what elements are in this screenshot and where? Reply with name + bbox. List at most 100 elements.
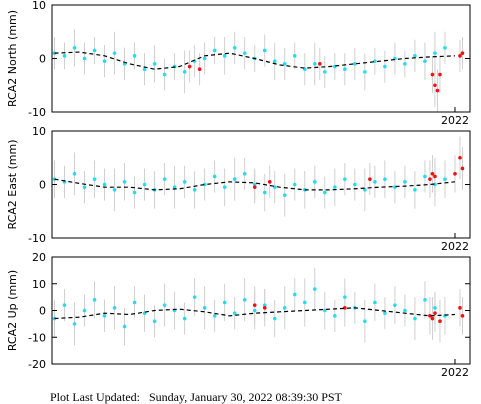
y-tick-label: -10 [28, 106, 46, 119]
data-point [460, 314, 465, 318]
data-point [443, 177, 447, 181]
data-point [363, 70, 367, 74]
data-point [72, 322, 77, 326]
data-point [62, 303, 67, 307]
data-point [82, 56, 87, 61]
data-point [282, 62, 287, 66]
data-point [222, 185, 227, 189]
data-point [72, 172, 77, 176]
data-point [458, 155, 462, 160]
data-point [162, 177, 167, 181]
data-point [393, 303, 397, 307]
data-point [272, 59, 277, 63]
data-point [197, 67, 202, 71]
y-tick-label: 20 [32, 251, 46, 264]
data-point [82, 308, 87, 313]
data-point [428, 314, 432, 318]
data-point [212, 314, 217, 318]
data-point [403, 308, 407, 313]
data-point [323, 308, 327, 313]
data-point [313, 62, 317, 66]
data-point [132, 300, 137, 305]
data-point [438, 319, 442, 324]
data-point [182, 316, 187, 321]
data-point [242, 51, 247, 55]
data-point [458, 306, 462, 310]
data-point [433, 83, 437, 88]
data-point [242, 172, 247, 176]
data-point [313, 287, 317, 291]
data-point [413, 188, 417, 192]
data-point [423, 174, 427, 179]
y-axis-label: RCA2 East (mm) [6, 139, 19, 229]
data-point [252, 303, 257, 307]
data-point [292, 292, 297, 297]
data-point [343, 306, 347, 310]
data-point [222, 300, 227, 305]
data-point [433, 51, 437, 55]
data-point [182, 70, 187, 74]
data-point [333, 185, 337, 189]
x-tick-label: 2022 [441, 366, 469, 379]
data-point [122, 324, 127, 329]
data-point [82, 185, 87, 189]
data-point [187, 64, 192, 69]
data-point [192, 188, 197, 192]
data-point [202, 306, 207, 310]
data-point [222, 54, 227, 58]
data-point [262, 306, 267, 310]
y-tick-label: 10 [32, 125, 46, 138]
y-tick-label: 0 [39, 53, 46, 66]
data-point [272, 316, 277, 321]
data-point [102, 314, 107, 318]
data-point [152, 319, 157, 324]
y-tick-label: 0 [39, 179, 46, 192]
data-point [323, 190, 327, 195]
data-point [112, 306, 117, 310]
y-tick-label: -20 [28, 358, 46, 371]
data-point [232, 177, 237, 181]
data-point [438, 72, 442, 77]
data-point [458, 54, 462, 58]
data-point [313, 180, 317, 184]
data-point [262, 303, 267, 307]
data-point [182, 180, 187, 184]
data-point [343, 177, 347, 181]
data-point [353, 62, 357, 66]
data-point [132, 190, 137, 195]
data-point [413, 316, 417, 321]
data-point [383, 64, 387, 69]
y-tick-label: 0 [39, 305, 46, 318]
data-point [343, 295, 347, 299]
data-point [92, 177, 97, 181]
data-point [433, 174, 437, 179]
y-axis-label: RCA2 Up (mm) [6, 270, 19, 351]
data-point [423, 298, 427, 302]
data-point [318, 62, 322, 66]
data-point [323, 70, 327, 74]
data-point [303, 300, 307, 305]
data-point [252, 185, 257, 189]
data-point [428, 177, 432, 181]
data-point [430, 72, 435, 77]
data-point [292, 182, 297, 187]
data-point [430, 316, 435, 321]
data-point [453, 172, 457, 176]
data-point [430, 172, 435, 176]
footer: Plot Last Updated: Sunday, January 30, 2… [50, 390, 343, 404]
data-point [403, 62, 407, 66]
data-point [72, 46, 77, 50]
data-point [343, 67, 347, 71]
data-point [383, 311, 387, 315]
data-point [368, 177, 372, 181]
data-point [353, 182, 357, 187]
data-point [142, 182, 147, 187]
data-point [433, 306, 437, 310]
data-point [373, 300, 377, 305]
x-tick-label: 2022 [441, 114, 469, 127]
data-point [172, 185, 177, 189]
data-point [443, 46, 447, 50]
data-point [152, 62, 157, 66]
data-point [363, 188, 367, 192]
